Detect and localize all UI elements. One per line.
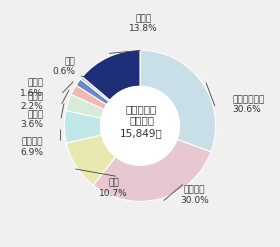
Text: 鉄道
0.6%: 鉄道 0.6% (53, 57, 76, 76)
Wedge shape (93, 139, 211, 202)
Wedge shape (140, 50, 216, 152)
Wedge shape (82, 50, 140, 100)
Wedge shape (76, 79, 109, 105)
Wedge shape (66, 94, 104, 118)
Text: 15,849件: 15,849件 (120, 128, 163, 138)
Wedge shape (71, 85, 107, 109)
Text: 航空機
1.6%: 航空機 1.6% (20, 78, 43, 98)
Wedge shape (80, 77, 110, 102)
Text: 自動車
2.2%: 自動車 2.2% (20, 92, 43, 111)
Text: 騒音に係る: 騒音に係る (126, 104, 157, 114)
Wedge shape (66, 135, 116, 185)
Text: 苦情件数: 苦情件数 (129, 116, 154, 125)
Text: 営業
10.7%: 営業 10.7% (99, 178, 128, 198)
Text: 家庭生活
6.9%: 家庭生活 6.9% (20, 137, 43, 157)
Text: 拡声機
3.6%: 拡声機 3.6% (20, 110, 43, 129)
Text: その他
13.8%: その他 13.8% (129, 14, 158, 33)
Wedge shape (64, 111, 102, 143)
Circle shape (101, 86, 179, 165)
Text: 工場・事業場
30.6%: 工場・事業場 30.6% (232, 95, 265, 114)
Text: 建設作業
30.0%: 建設作業 30.0% (180, 186, 209, 205)
